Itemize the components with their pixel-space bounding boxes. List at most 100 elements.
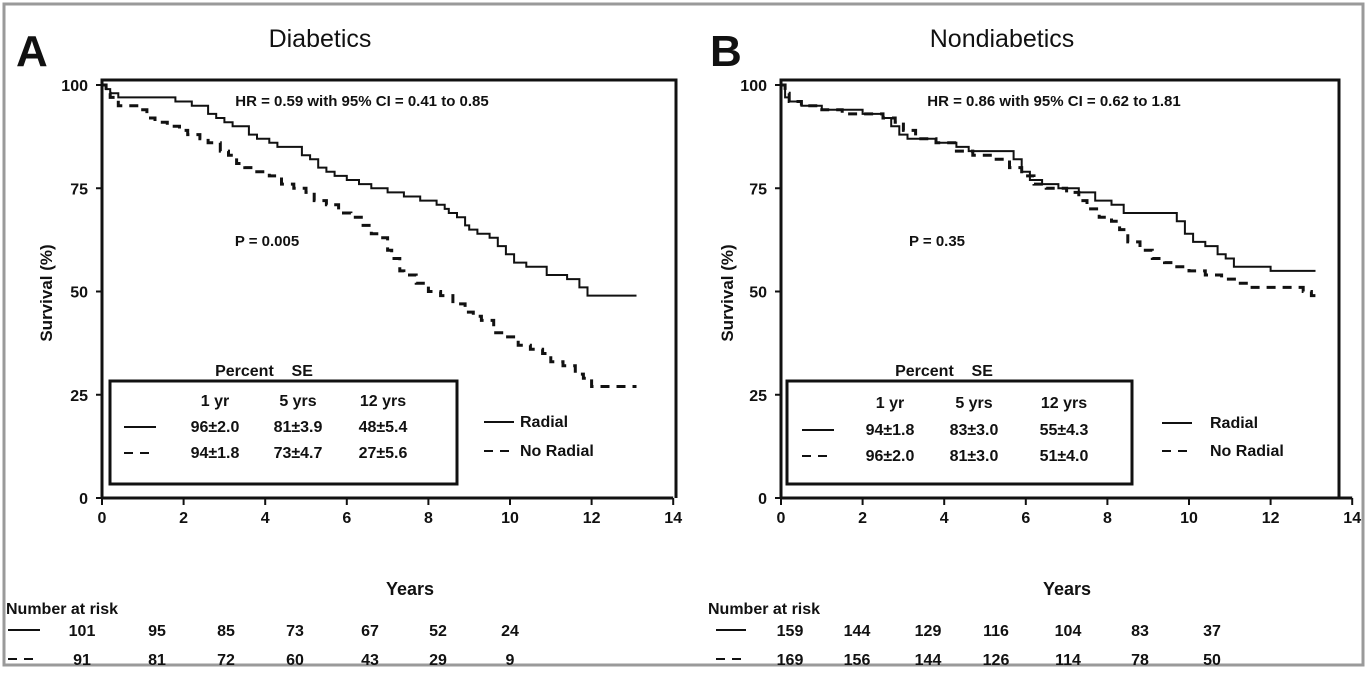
x-tick-label: 2 — [858, 510, 867, 527]
number-at-risk-label: Number at risk — [6, 601, 118, 618]
x-tick-label: 8 — [424, 510, 433, 527]
se-table-cell: 55±4.3 — [1040, 422, 1089, 439]
se-table-cell: 94±1.8 — [866, 422, 915, 439]
y-tick-label: 75 — [749, 181, 767, 198]
risk-count: 126 — [983, 652, 1010, 669]
se-table-column-header: 12 yrs — [360, 393, 406, 410]
x-tick-label: 6 — [342, 510, 351, 527]
x-tick-label: 12 — [1262, 510, 1280, 527]
se-table-cell: 94±1.8 — [191, 445, 240, 462]
x-axis-label: Years — [1043, 579, 1091, 599]
risk-count: 85 — [217, 623, 235, 640]
hazard-ratio-annotation: HR = 0.59 with 95% CI = 0.41 to 0.85 — [235, 93, 488, 110]
number-at-risk-label: Number at risk — [708, 601, 820, 618]
se-table-cell: 81±3.0 — [950, 448, 999, 465]
y-tick-label: 0 — [79, 491, 88, 508]
risk-count: 52 — [429, 623, 447, 640]
risk-count: 43 — [361, 652, 379, 669]
panel-b: B Nondiabetics HR = 0.86 with 95% CI = 0… — [708, 25, 1361, 669]
se-table-cell: 96±2.0 — [866, 448, 915, 465]
x-tick-label: 10 — [501, 510, 519, 527]
risk-count: 37 — [1203, 623, 1221, 640]
x-tick-label: 10 — [1180, 510, 1198, 527]
se-table-cell: 51±4.0 — [1040, 448, 1089, 465]
survival-curve-radial — [102, 84, 637, 297]
se-table-cell: 73±4.7 — [274, 445, 323, 462]
se-table-cell: 27±5.6 — [359, 445, 408, 462]
y-axis-label: Survival (%) — [37, 244, 56, 341]
legend-label: No Radial — [520, 443, 594, 460]
y-tick-label: 100 — [61, 78, 88, 95]
panel-a: A Diabetics HR = 0.59 with 95% CI = 0.41… — [6, 25, 682, 669]
x-tick-label: 0 — [98, 510, 107, 527]
se-table-column-header: 5 yrs — [279, 393, 316, 410]
risk-count: 114 — [1055, 652, 1081, 669]
panel-letter: A — [16, 27, 48, 76]
survival-curve-no-radial — [102, 83, 637, 388]
plot-frame — [779, 78, 1341, 498]
hazard-ratio-annotation: HR = 0.86 with 95% CI = 0.62 to 1.81 — [927, 93, 1180, 110]
y-tick-label: 50 — [749, 285, 767, 302]
se-table-column-header: 1 yr — [201, 393, 229, 410]
legend-label: Radial — [520, 414, 568, 431]
risk-count: 50 — [1203, 652, 1221, 669]
survival-curve-radial — [781, 84, 1316, 272]
risk-count: 83 — [1131, 623, 1149, 640]
se-table-cell: 81±3.9 — [274, 419, 323, 436]
se-table-cell: 96±2.0 — [191, 419, 240, 436]
x-tick-label: 14 — [1343, 510, 1361, 527]
se-table-column-header: 1 yr — [876, 395, 904, 412]
se-table-box — [108, 379, 459, 486]
x-axis-label: Years — [386, 579, 434, 599]
risk-count: 60 — [286, 652, 304, 669]
x-tick-label: 6 — [1021, 510, 1030, 527]
risk-count: 101 — [69, 623, 96, 640]
chart-title: Diabetics — [269, 25, 372, 53]
x-tick-label: 4 — [940, 510, 949, 527]
risk-count: 159 — [777, 623, 804, 640]
risk-count: 129 — [915, 623, 942, 640]
risk-count: 104 — [1055, 623, 1082, 640]
risk-count: 144 — [844, 623, 871, 640]
plot-frame — [100, 78, 678, 498]
risk-count: 67 — [361, 623, 379, 640]
risk-count: 116 — [983, 623, 1009, 640]
panel-letter: B — [710, 27, 742, 76]
se-table-column-header: 5 yrs — [955, 395, 992, 412]
se-table-header: Percent SE — [895, 363, 993, 380]
legend-label: Radial — [1210, 415, 1258, 432]
y-tick-label: 50 — [70, 285, 88, 302]
risk-count: 81 — [148, 652, 166, 669]
risk-count: 156 — [844, 652, 871, 669]
risk-count: 9 — [506, 652, 515, 669]
legend-label: No Radial — [1210, 443, 1284, 460]
risk-count: 78 — [1131, 652, 1149, 669]
risk-count: 91 — [73, 652, 91, 669]
x-tick-label: 8 — [1103, 510, 1112, 527]
y-tick-label: 25 — [70, 388, 88, 405]
risk-count: 169 — [777, 652, 804, 669]
risk-count: 29 — [429, 652, 447, 669]
se-table-box — [785, 379, 1134, 486]
y-tick-label: 100 — [740, 78, 767, 95]
se-table-cell: 83±3.0 — [950, 422, 999, 439]
y-tick-label: 0 — [758, 491, 767, 508]
x-tick-label: 0 — [777, 510, 786, 527]
x-tick-label: 14 — [664, 510, 682, 527]
x-tick-label: 12 — [583, 510, 601, 527]
se-table-column-header: 12 yrs — [1041, 395, 1087, 412]
y-tick-label: 25 — [749, 388, 767, 405]
p-value-annotation: P = 0.005 — [235, 233, 299, 250]
risk-count: 72 — [217, 652, 235, 669]
p-value-annotation: P = 0.35 — [909, 233, 965, 250]
risk-count: 95 — [148, 623, 166, 640]
se-table-header: Percent SE — [215, 363, 313, 380]
x-tick-label: 4 — [261, 510, 270, 527]
survival-curve-no-radial — [781, 83, 1316, 298]
chart-title: Nondiabetics — [930, 25, 1075, 53]
risk-count: 24 — [501, 623, 519, 640]
se-table-cell: 48±5.4 — [359, 419, 408, 436]
